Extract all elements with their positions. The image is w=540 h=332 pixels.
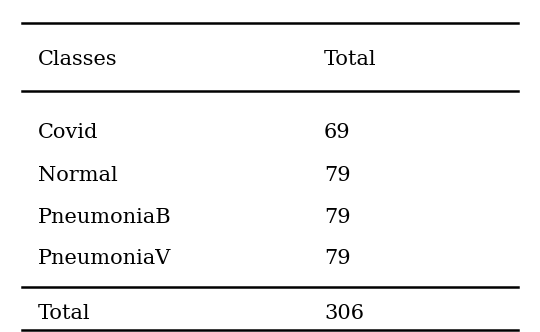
Text: 79: 79 [324, 166, 350, 186]
Text: Total: Total [324, 50, 376, 69]
Text: Classes: Classes [38, 50, 117, 69]
Text: 306: 306 [324, 304, 364, 323]
Text: PneumoniaB: PneumoniaB [38, 208, 171, 227]
Text: 69: 69 [324, 123, 350, 142]
Text: PneumoniaV: PneumoniaV [38, 249, 171, 269]
Text: Normal: Normal [38, 166, 118, 186]
Text: 79: 79 [324, 249, 350, 269]
Text: Covid: Covid [38, 123, 98, 142]
Text: 79: 79 [324, 208, 350, 227]
Text: Total: Total [38, 304, 90, 323]
